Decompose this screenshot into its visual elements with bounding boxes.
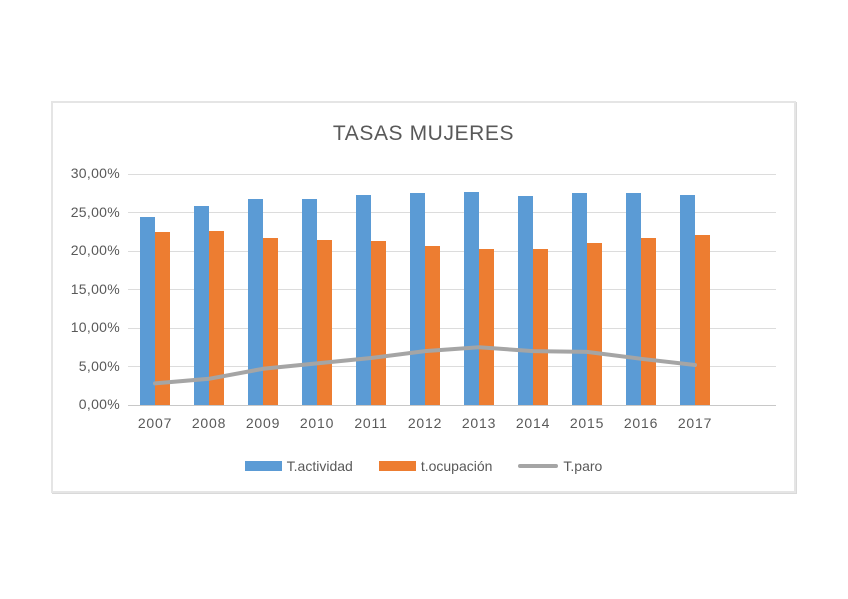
gridline	[128, 250, 776, 252]
plot-area	[128, 173, 776, 406]
x-tick-label: 2012	[407, 415, 443, 431]
bar-t-ocupaci-n-2012	[425, 245, 440, 405]
bar-t-ocupaci-n-2009	[263, 237, 278, 405]
gridline	[128, 327, 776, 329]
legend-label: T.actividad	[286, 458, 353, 474]
chart: TASAS MUJERES T.actividad t.ocupación T.…	[51, 101, 796, 493]
bar-t-ocupaci-n-2013	[479, 248, 494, 405]
legend-item-actividad: T.actividad	[244, 458, 353, 474]
bar-t-ocupaci-n-2011	[371, 240, 386, 405]
x-tick-label: 2016	[623, 415, 659, 431]
bar-t-actividad-2017	[680, 194, 695, 405]
x-tick-label: 2013	[461, 415, 497, 431]
bar-t-actividad-2008	[194, 206, 209, 405]
paro-series-line-icon	[518, 464, 559, 468]
bar-t-ocupaci-n-2015	[587, 243, 602, 405]
bar-t-actividad-2007	[140, 217, 155, 405]
y-tick-label: 30,00%	[70, 165, 120, 181]
paro-line-series	[153, 345, 697, 386]
gridline	[128, 173, 776, 175]
bar-t-ocupaci-n-2016	[641, 237, 656, 405]
chart-title: TASAS MUJERES	[332, 122, 515, 145]
y-tick-label: 25,00%	[70, 203, 120, 220]
gridline	[128, 289, 776, 290]
gridline	[128, 212, 776, 213]
bar-t-ocupaci-n-2017	[695, 234, 710, 405]
x-axis-line	[128, 404, 776, 406]
bar-t-actividad-2011	[356, 194, 371, 405]
bar-t-actividad-2010	[302, 198, 317, 405]
legend-item-ocupacion: t.ocupación	[378, 458, 493, 474]
x-tick-label: 2015	[569, 415, 605, 431]
x-tick-label: 2009	[245, 415, 281, 431]
x-tick-label: 2010	[299, 415, 335, 431]
bar-t-actividad-2013	[464, 191, 479, 405]
bar-t-ocupaci-n-2008	[209, 230, 224, 405]
x-tick-label: 2008	[191, 415, 227, 431]
y-tick-label: 0,00%	[78, 396, 120, 412]
legend: T.actividad t.ocupación T.paro	[53, 458, 794, 474]
y-tick-label: 15,00%	[70, 280, 120, 297]
y-tick-label: 10,00%	[70, 319, 120, 335]
x-tick-label: 2011	[354, 415, 388, 431]
legend-item-paro: T.paro	[518, 458, 602, 474]
bar-t-ocupaci-n-2007	[155, 231, 170, 405]
x-tick-label: 2014	[515, 415, 551, 431]
bar-t-actividad-2016	[626, 193, 641, 405]
y-tick-label: 20,00%	[70, 242, 120, 258]
y-tick-label: 5,00%	[78, 357, 120, 374]
actividad-series-swatch-icon	[244, 461, 282, 471]
bar-t-actividad-2009	[248, 199, 263, 405]
x-tick-label: 2007	[137, 415, 173, 431]
ocupacion-series-swatch-icon	[378, 461, 416, 471]
bar-t-ocupaci-n-2014	[533, 248, 548, 405]
gridline	[128, 366, 776, 367]
legend-label: T.paro	[563, 458, 603, 474]
x-tick-label: 2017	[677, 415, 713, 431]
legend-label: t.ocupación	[420, 458, 493, 474]
